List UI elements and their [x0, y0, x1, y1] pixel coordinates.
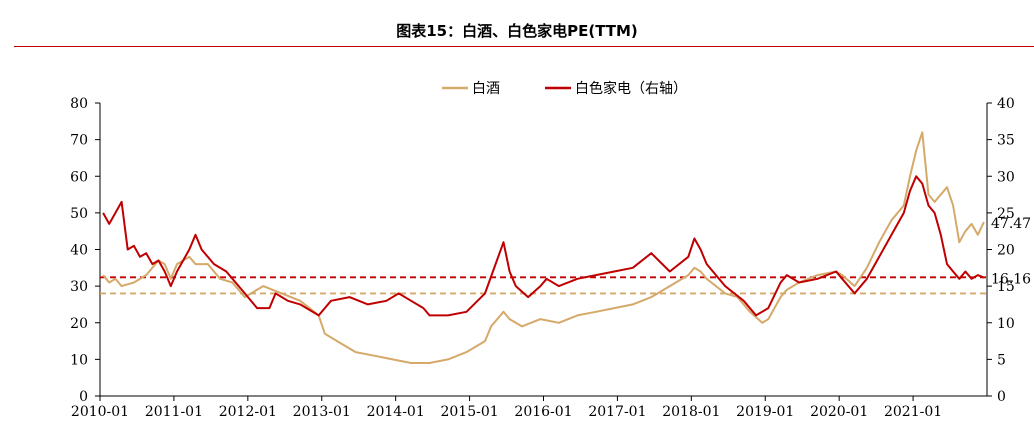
- y-right-tick-label: 15: [997, 279, 1015, 295]
- y-left-tick-label: 70: [70, 133, 88, 149]
- chart-title: 图表15：白酒、白色家电PE(TTM): [396, 22, 638, 40]
- x-tick-label: 2021-01: [884, 404, 942, 420]
- legend-label: 白酒: [472, 81, 500, 97]
- x-tick-label: 2015-01: [440, 404, 498, 420]
- x-tick-label: 2018-01: [662, 404, 720, 420]
- x-tick-label: 2014-01: [367, 404, 425, 420]
- x-tick-label: 2020-01: [810, 404, 868, 420]
- value-annotation: 16.16: [991, 272, 1031, 288]
- x-tick-label: 2013-01: [293, 404, 351, 420]
- x-tick-label: 2019-01: [736, 404, 794, 420]
- plot-area: 0 10 20 30 40 50 60 70 80 0 5 10 15 20 25 30 35 40 2010-01…: [70, 96, 1031, 420]
- y-right-tick-label: 35: [997, 133, 1015, 149]
- y-left-tick-label: 0: [79, 389, 88, 405]
- legend: 白酒 白色家电（右轴）: [442, 80, 687, 97]
- series-line-baijiu: [102, 131, 985, 364]
- x-tick-label: 2011-01: [145, 404, 203, 420]
- y-left-tick-label: 80: [70, 96, 88, 112]
- y-left-tick-label: 10: [70, 352, 88, 368]
- y-left-tick-label: 20: [70, 316, 88, 332]
- x-tick-label: 2017-01: [588, 404, 646, 420]
- y-right-tick-label: 40: [997, 96, 1015, 112]
- y-left-tick-label: 50: [70, 206, 88, 222]
- x-tick-label: 2016-01: [514, 404, 572, 420]
- y-right-tick-label: 10: [997, 316, 1015, 332]
- series-line-appliances: [102, 175, 985, 317]
- y-right-tick-label: 5: [997, 352, 1006, 368]
- y-left-tick-label: 40: [70, 243, 88, 259]
- x-tick-label: 2012-01: [219, 404, 277, 420]
- y-right-tick-label: 0: [997, 389, 1006, 405]
- title-rule: [14, 46, 1034, 47]
- y-right-tick-label: 25: [997, 206, 1015, 222]
- value-annotation: 47.47: [991, 216, 1031, 232]
- x-tick-label: 2010-01: [71, 404, 129, 420]
- y-right-tick-label: 20: [997, 243, 1015, 259]
- y-left-tick-label: 60: [70, 169, 88, 185]
- y-right-tick-label: 30: [997, 169, 1015, 185]
- legend-label: 白色家电（右轴）: [575, 80, 687, 97]
- y-left-tick-label: 30: [70, 279, 88, 295]
